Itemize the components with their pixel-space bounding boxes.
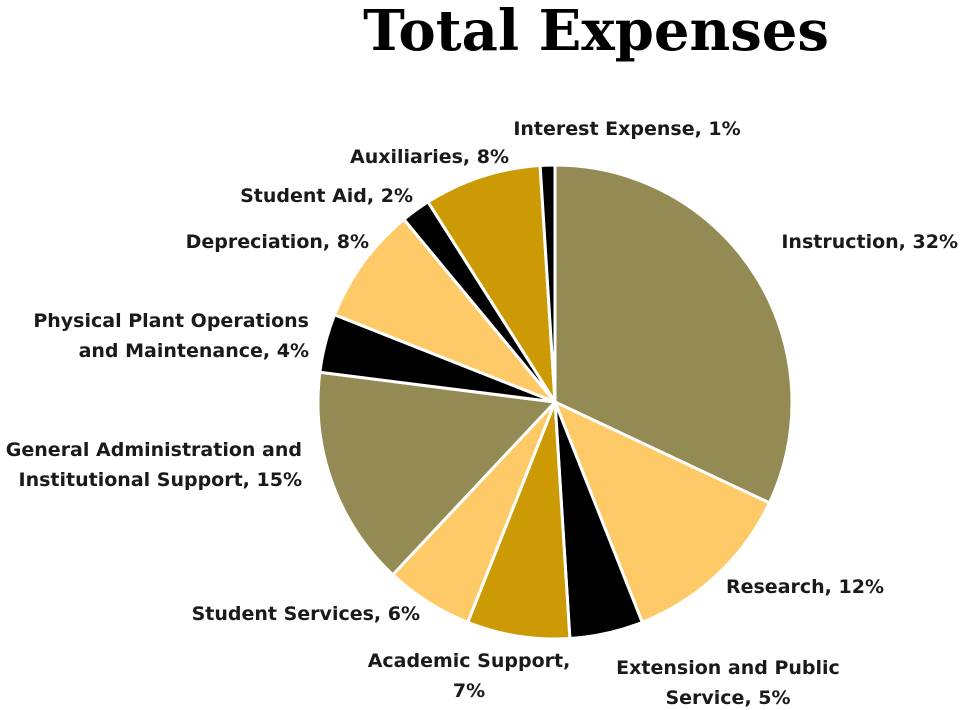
slice-label-student-aid: Student Aid, 2% <box>240 185 413 207</box>
slice-label-student-services: Student Services, 6% <box>192 603 420 625</box>
slice-label-interest-expense: Interest Expense, 1% <box>513 118 740 140</box>
pie-slices <box>316 163 794 641</box>
slice-label-instruction: Instruction, 32% <box>781 231 958 253</box>
pie-slice-academic-support <box>466 400 572 641</box>
slice-label-physical-plant-operations-and-maintenance: Physical Plant Operations and Maintenance… <box>33 310 309 362</box>
pie-slice-general-administration-and-institutional-support <box>316 370 557 577</box>
pie-slice-interest-expense <box>538 163 557 404</box>
pie-slice-instruction <box>553 163 794 505</box>
chart-title: Total Expenses <box>363 0 829 64</box>
slice-label-extension-and-public-service: Extension and Public Service, 5% <box>616 657 840 709</box>
pie-slice-auxiliaries <box>426 163 557 404</box>
pie-slice-depreciation <box>333 217 557 404</box>
pie-labels: Instruction, 32% Research, 12% Extension a… <box>6 118 958 709</box>
slice-label-academic-support: Academic Support, 7% <box>368 650 571 702</box>
pie-slice-research <box>553 400 771 624</box>
slice-label-auxiliaries: Auxiliaries, 8% <box>350 146 509 168</box>
slice-label-research: Research, 12% <box>726 576 884 598</box>
slice-label-general-administration-and-institutional-support: General Administration and Institutional … <box>6 439 302 491</box>
slice-label-depreciation: Depreciation, 8% <box>186 231 369 253</box>
